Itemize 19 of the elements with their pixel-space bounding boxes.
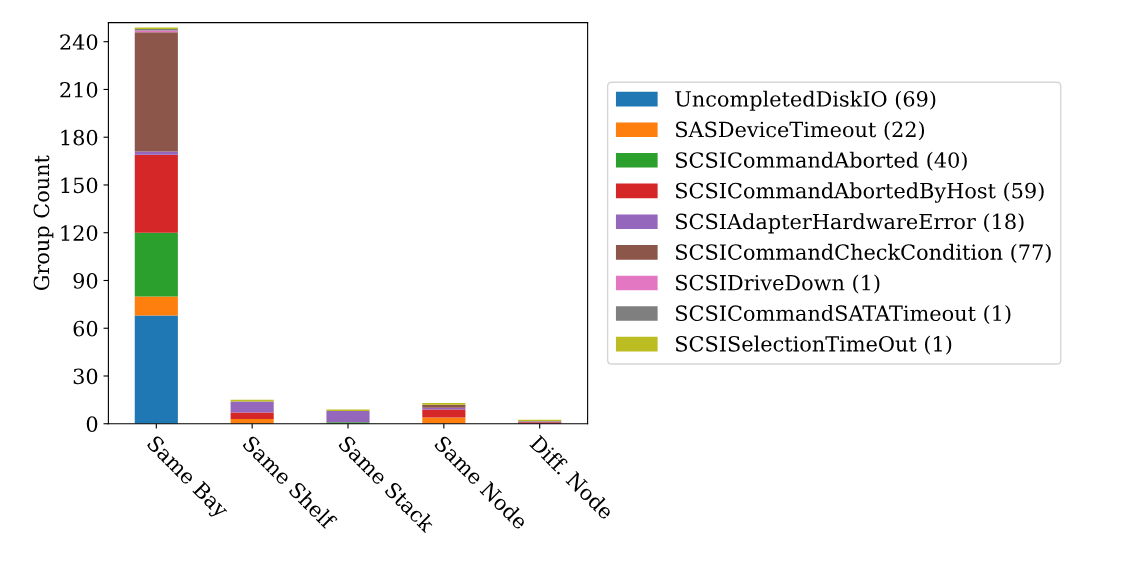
y-tick-label: 180 xyxy=(61,129,98,146)
y-tick-label: 0 xyxy=(86,416,98,432)
y-tick-label: 30 xyxy=(73,368,98,385)
legend-label: SCSISelectionTimeOut (1) xyxy=(676,335,952,355)
y-tick-label: 240 xyxy=(60,34,98,50)
y-tick-label: 90 xyxy=(73,272,98,289)
legend-label: SCSICommandSATATimeout (1) xyxy=(676,304,1011,325)
y-tick-label: 120 xyxy=(61,225,98,241)
legend-label: SCSICommandAborted (40) xyxy=(676,151,967,171)
y-tick-label: 60 xyxy=(73,320,98,337)
legend-label: SASDeviceTimeout (22) xyxy=(676,121,925,141)
legend-label: SCSICommandAbortedByHost (59) xyxy=(676,182,1044,203)
legend-label: SCSIDriveDown (1) xyxy=(676,274,880,294)
legend-label: UncompletedDiskIO (69) xyxy=(675,90,936,111)
y-axis-title: Group Count xyxy=(33,155,54,291)
legend-label: SCSIAdapterHardwareError (18) xyxy=(676,213,1024,234)
y-tick-label: 150 xyxy=(61,177,98,194)
y-tick-label: 210 xyxy=(60,81,98,98)
legend-label: SCSICommandCheckCondition (77) xyxy=(676,243,1051,263)
